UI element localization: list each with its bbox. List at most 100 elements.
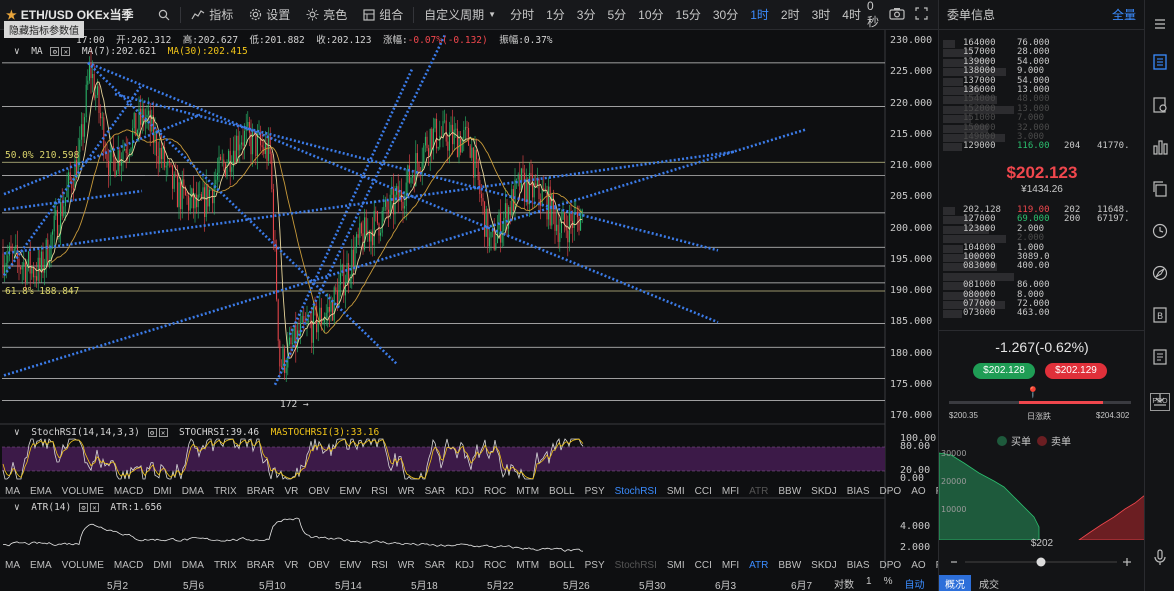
- indicator-macd[interactable]: MACD: [113, 560, 144, 571]
- indicator-wr[interactable]: WR: [397, 486, 415, 497]
- settings-icon[interactable]: ⚙: [147, 428, 157, 437]
- indicator-ao[interactable]: AO: [911, 560, 926, 571]
- period-tab[interactable]: 1时: [750, 8, 769, 22]
- indicator-wr[interactable]: WR: [397, 560, 415, 571]
- indicator-rsi[interactable]: RSI: [371, 486, 388, 497]
- indicator-obv[interactable]: OBV: [308, 486, 330, 497]
- indicator-rsi[interactable]: RSI: [371, 560, 388, 571]
- settings-icon[interactable]: ⚙: [50, 47, 60, 56]
- percent-scale-toggle[interactable]: %: [883, 576, 893, 587]
- close-icon[interactable]: ✕: [89, 503, 99, 512]
- indicator-dma[interactable]: DMA: [181, 560, 204, 571]
- period-tab[interactable]: 5分: [607, 8, 627, 22]
- indicator-dpo[interactable]: DPO: [879, 486, 902, 497]
- indicator-button[interactable]: 指标: [183, 6, 241, 23]
- indicator-skdj[interactable]: SKDJ: [811, 560, 837, 571]
- download-icon[interactable]: [1151, 390, 1169, 408]
- bar-chart-icon[interactable]: [1151, 138, 1169, 156]
- search-button[interactable]: [150, 9, 178, 21]
- indicator-bbw[interactable]: BBW: [778, 486, 802, 497]
- star-icon[interactable]: ★: [6, 7, 17, 22]
- indicator-cci[interactable]: CCI: [694, 560, 712, 571]
- indicator-dma[interactable]: DMA: [181, 486, 204, 497]
- ledger-icon[interactable]: B: [1151, 306, 1169, 324]
- indicator-psy[interactable]: PSY: [584, 486, 605, 497]
- compass-icon[interactable]: [1151, 264, 1169, 282]
- indicator-atr[interactable]: ATR: [749, 560, 769, 571]
- indicator-ema[interactable]: EMA: [30, 486, 52, 497]
- indicator-volume[interactable]: VOLUME: [61, 560, 104, 571]
- collapse-icon[interactable]: ∨: [14, 427, 20, 438]
- depth-chart[interactable]: 30000 20000 10000: [939, 445, 1145, 540]
- indicator-brar[interactable]: BRAR: [246, 486, 275, 497]
- indicator-stochrsi[interactable]: StochRSI: [614, 560, 657, 571]
- indicator-mtm[interactable]: MTM: [516, 560, 540, 571]
- indicator-mfi[interactable]: MFI: [721, 486, 740, 497]
- light-theme-button[interactable]: 亮色: [298, 6, 355, 23]
- indicator-obv[interactable]: OBV: [308, 560, 330, 571]
- clock-icon[interactable]: [1151, 222, 1169, 240]
- scale-1-toggle[interactable]: 1: [866, 576, 872, 587]
- period-tab[interactable]: 15分: [675, 8, 701, 22]
- list-icon[interactable]: [1151, 348, 1169, 366]
- indicator-kdj[interactable]: KDJ: [455, 560, 475, 571]
- indicator-brar[interactable]: BRAR: [246, 560, 275, 571]
- indicator-kdj[interactable]: KDJ: [455, 486, 475, 497]
- indicator-dmi[interactable]: DMI: [153, 560, 172, 571]
- copy-icon[interactable]: [1151, 180, 1169, 198]
- auto-scale-toggle[interactable]: 自动: [904, 580, 925, 591]
- indicator-ma[interactable]: MA: [5, 486, 20, 497]
- period-tab[interactable]: 2时: [780, 8, 800, 22]
- hide-indicator-params-tooltip[interactable]: 隐藏指标参数值: [4, 21, 84, 38]
- indicator-ema[interactable]: EMA: [30, 560, 52, 571]
- indicator-vr[interactable]: VR: [284, 560, 299, 571]
- indicator-macd[interactable]: MACD: [113, 486, 144, 497]
- close-icon[interactable]: ✕: [61, 47, 71, 56]
- indicator-bbw[interactable]: BBW: [778, 560, 802, 571]
- indicator-boll[interactable]: BOLL: [549, 560, 575, 571]
- fullscreen-icon[interactable]: [915, 6, 928, 23]
- indicator-vr[interactable]: VR: [284, 486, 299, 497]
- candlesticks[interactable]: [2, 47, 583, 383]
- period-tab[interactable]: 1分: [546, 8, 565, 22]
- tab-trades[interactable]: 成交: [979, 580, 999, 591]
- period-tab[interactable]: 3分: [576, 8, 596, 22]
- indicator-bias[interactable]: BIAS: [846, 486, 870, 497]
- indicator-volume[interactable]: VOLUME: [61, 486, 104, 497]
- indicator-bias[interactable]: BIAS: [846, 560, 870, 571]
- settings-icon[interactable]: ⚙: [78, 503, 88, 512]
- indicator-skdj[interactable]: SKDJ: [811, 486, 837, 497]
- indicator-boll[interactable]: BOLL: [549, 486, 575, 497]
- ask-price-button[interactable]: $202.129: [1045, 363, 1107, 379]
- price-chart-svg[interactable]: [0, 30, 938, 591]
- log-scale-toggle[interactable]: 对数: [834, 580, 854, 591]
- indicator-ao[interactable]: AO: [911, 486, 926, 497]
- collapse-icon[interactable]: ∨: [14, 502, 20, 513]
- indicator-atr[interactable]: ATR: [749, 486, 769, 497]
- close-icon[interactable]: ✕: [158, 428, 168, 437]
- indicator-smi[interactable]: SMI: [666, 560, 685, 571]
- indicator-ma[interactable]: MA: [5, 560, 20, 571]
- indicator-dpo[interactable]: DPO: [879, 560, 902, 571]
- camera-icon[interactable]: [889, 7, 905, 23]
- period-tab[interactable]: 10分: [638, 8, 664, 22]
- indicator-smi[interactable]: SMI: [666, 486, 685, 497]
- indicator-trix[interactable]: TRIX: [213, 486, 237, 497]
- indicator-stochrsi[interactable]: StochRSI: [614, 486, 657, 497]
- mic-icon[interactable]: [1151, 548, 1169, 566]
- indicator-mfi[interactable]: MFI: [721, 560, 740, 571]
- indicator-cci[interactable]: CCI: [694, 486, 712, 497]
- period-tab[interactable]: 30分: [712, 8, 739, 22]
- settings-doc-icon[interactable]: [1151, 96, 1169, 114]
- indicator-roc[interactable]: ROC: [484, 560, 507, 571]
- indicator-roc[interactable]: ROC: [484, 486, 507, 497]
- indicator-psy[interactable]: PSY: [584, 560, 605, 571]
- full-depth-link[interactable]: 全量: [1111, 8, 1136, 22]
- indicator-sar[interactable]: SAR: [424, 486, 446, 497]
- combo-button[interactable]: 组合: [355, 6, 411, 23]
- indicator-trix[interactable]: TRIX: [213, 560, 237, 571]
- period-tab[interactable]: 分时: [510, 8, 535, 22]
- period-tab[interactable]: 3时: [811, 8, 831, 22]
- indicator-emv[interactable]: EMV: [339, 486, 362, 497]
- bid-price-button[interactable]: $202.128: [973, 363, 1035, 379]
